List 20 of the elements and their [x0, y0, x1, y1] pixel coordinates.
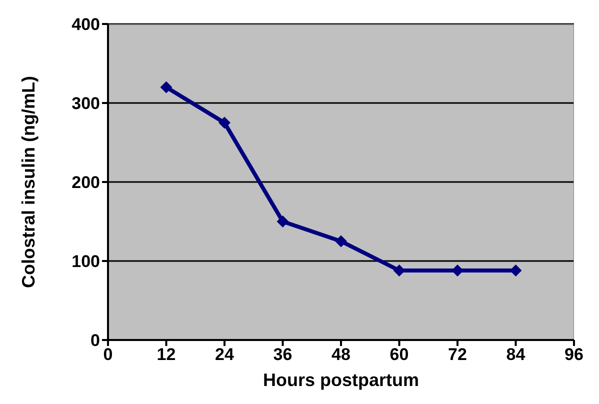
y-axis-title: Colostral insulin (ng/mL) — [18, 76, 38, 288]
point — [160, 81, 172, 94]
x-tick-label: 12 — [156, 345, 176, 364]
y-tick-label: 200 — [72, 173, 100, 192]
y-tick-label: 300 — [72, 94, 100, 114]
x-tick-label: 96 — [564, 345, 584, 364]
y-tick-label: 0 — [90, 331, 100, 350]
x-tick-label: 0 — [103, 345, 113, 364]
x-tick-label: 60 — [390, 345, 409, 364]
x-tick-label: 72 — [448, 345, 467, 364]
x-axis-title: Hours postpartum — [262, 370, 420, 390]
x-tick-label: 24 — [215, 345, 234, 364]
x-tick-label: 84 — [506, 345, 526, 364]
point — [276, 216, 289, 228]
x-tick-label: 48 — [332, 345, 350, 364]
y-tick-label: 400 — [72, 15, 100, 34]
x-tick-label: 36 — [273, 345, 292, 364]
point — [218, 116, 230, 129]
point — [335, 235, 347, 248]
y-tick-label: 100 — [72, 252, 100, 272]
